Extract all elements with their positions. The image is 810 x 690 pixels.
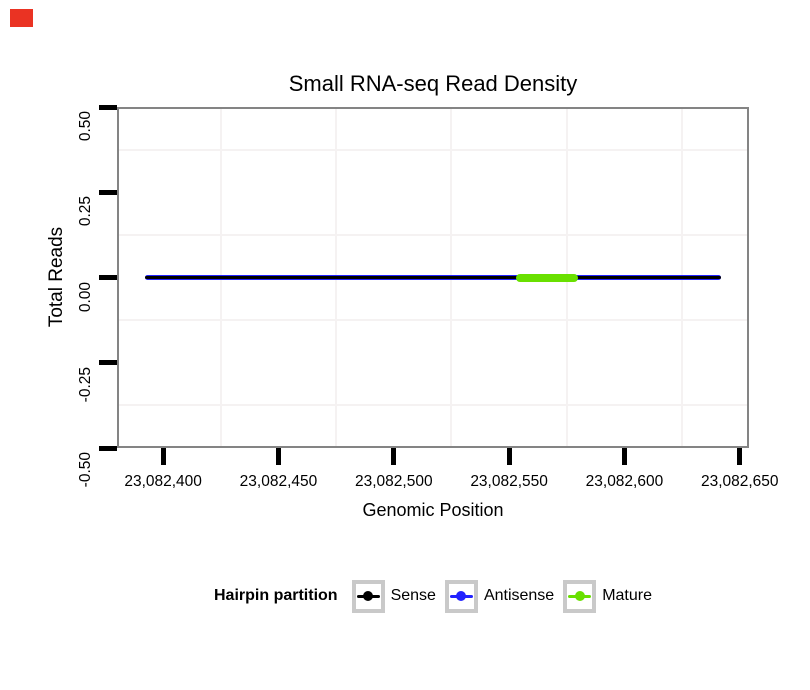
x-tick-label: 23,082,650 [700,473,779,490]
x-axis-tick [737,448,743,465]
y-tick-label: -0.25 [77,366,94,403]
x-axis-tick [506,448,512,465]
legend-key-dot-icon [363,591,374,601]
legend-key-box [444,579,478,613]
y-axis-tick [99,189,117,195]
y-tick-label: -0.50 [77,452,94,488]
chart-title: Small RNA-seq Read Density [288,71,578,96]
minor-gridline-y [119,404,747,407]
x-axis-tick [391,448,397,465]
minor-gridline-y [119,148,747,151]
legend-entry-mature: Mature [563,579,652,613]
legend-key-box [351,579,385,613]
y-axis-tick [99,104,117,110]
x-tick-label: 23,082,550 [470,473,548,490]
x-axis-tick [160,448,166,465]
y-tick-label: 0.00 [77,281,94,312]
x-tick-label: 23,082,500 [354,473,433,490]
minor-gridline-y [119,319,747,322]
legend-entry-label: Antisense [483,587,555,604]
legend-title: Hairpin partition [214,587,338,604]
record-indicator [10,9,33,27]
x-axis-title: Genomic Position [362,500,504,520]
y-axis-tick [99,360,117,366]
legend-key-dot-icon [574,591,585,601]
legend-entry-label: Mature [602,587,652,604]
x-axis-tick [621,448,627,465]
x-tick-label: 23,082,600 [585,473,664,490]
x-tick-label: 23,082,400 [124,473,202,490]
minor-gridline-y [119,233,747,236]
legend-entry-sense: Sense [351,579,436,613]
legend-entry-label: Sense [390,587,436,604]
y-axis-tick [99,445,117,451]
y-tick-label: 0.25 [77,196,94,227]
legend-entry-antisense: Antisense [444,579,555,613]
series-segment-sense [144,276,722,279]
series-segment-mature [516,273,579,282]
y-axis-tick [99,275,117,280]
y-tick-label: 0.50 [77,111,94,142]
legend-key-box [563,579,597,613]
legend: Hairpin partition Sense Antisense Mature [117,577,749,615]
x-axis-tick [275,448,281,465]
y-axis-title: Total Reads [46,226,67,328]
legend-key-dot-icon [456,591,467,601]
x-tick-label: 23,082,450 [239,473,318,490]
